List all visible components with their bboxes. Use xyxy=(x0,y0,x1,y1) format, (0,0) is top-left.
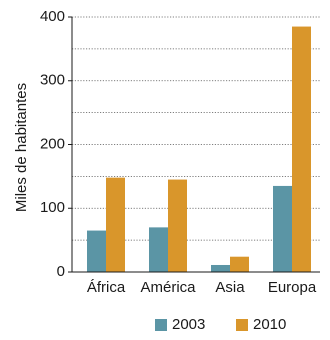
x-tick-label: América xyxy=(140,279,196,296)
gridlines xyxy=(72,16,320,241)
legend-label: 2010 xyxy=(253,316,286,333)
bar-2010 xyxy=(230,256,249,272)
legend-swatch xyxy=(236,319,248,331)
legend-label: 2003 xyxy=(172,316,205,333)
y-tick-label: 0 xyxy=(57,263,65,280)
bar-2003 xyxy=(87,230,106,272)
bars xyxy=(87,26,311,272)
y-tick-labels: 0 100 200 300 400 xyxy=(40,8,72,280)
y-tick-label: 100 xyxy=(40,199,65,216)
bar-2003 xyxy=(211,264,230,272)
bar-2010 xyxy=(106,177,125,272)
legend: 2003 2010 xyxy=(155,316,286,333)
x-tick-labels: África América Asia Europa xyxy=(87,279,317,296)
bar-2010 xyxy=(168,179,187,272)
legend-swatch xyxy=(155,319,167,331)
x-tick-label: África xyxy=(87,279,126,296)
x-tick-label: Europa xyxy=(268,279,317,296)
y-tick-label: 200 xyxy=(40,135,65,152)
bar-2003 xyxy=(273,185,292,272)
y-tick-label: 300 xyxy=(40,72,65,89)
bar-2003 xyxy=(149,227,168,272)
y-tick-label: 400 xyxy=(40,8,65,25)
x-tick-label: Asia xyxy=(215,279,245,296)
y-axis-title: Miles de habitantes xyxy=(13,83,30,212)
bar-2010 xyxy=(292,26,311,272)
